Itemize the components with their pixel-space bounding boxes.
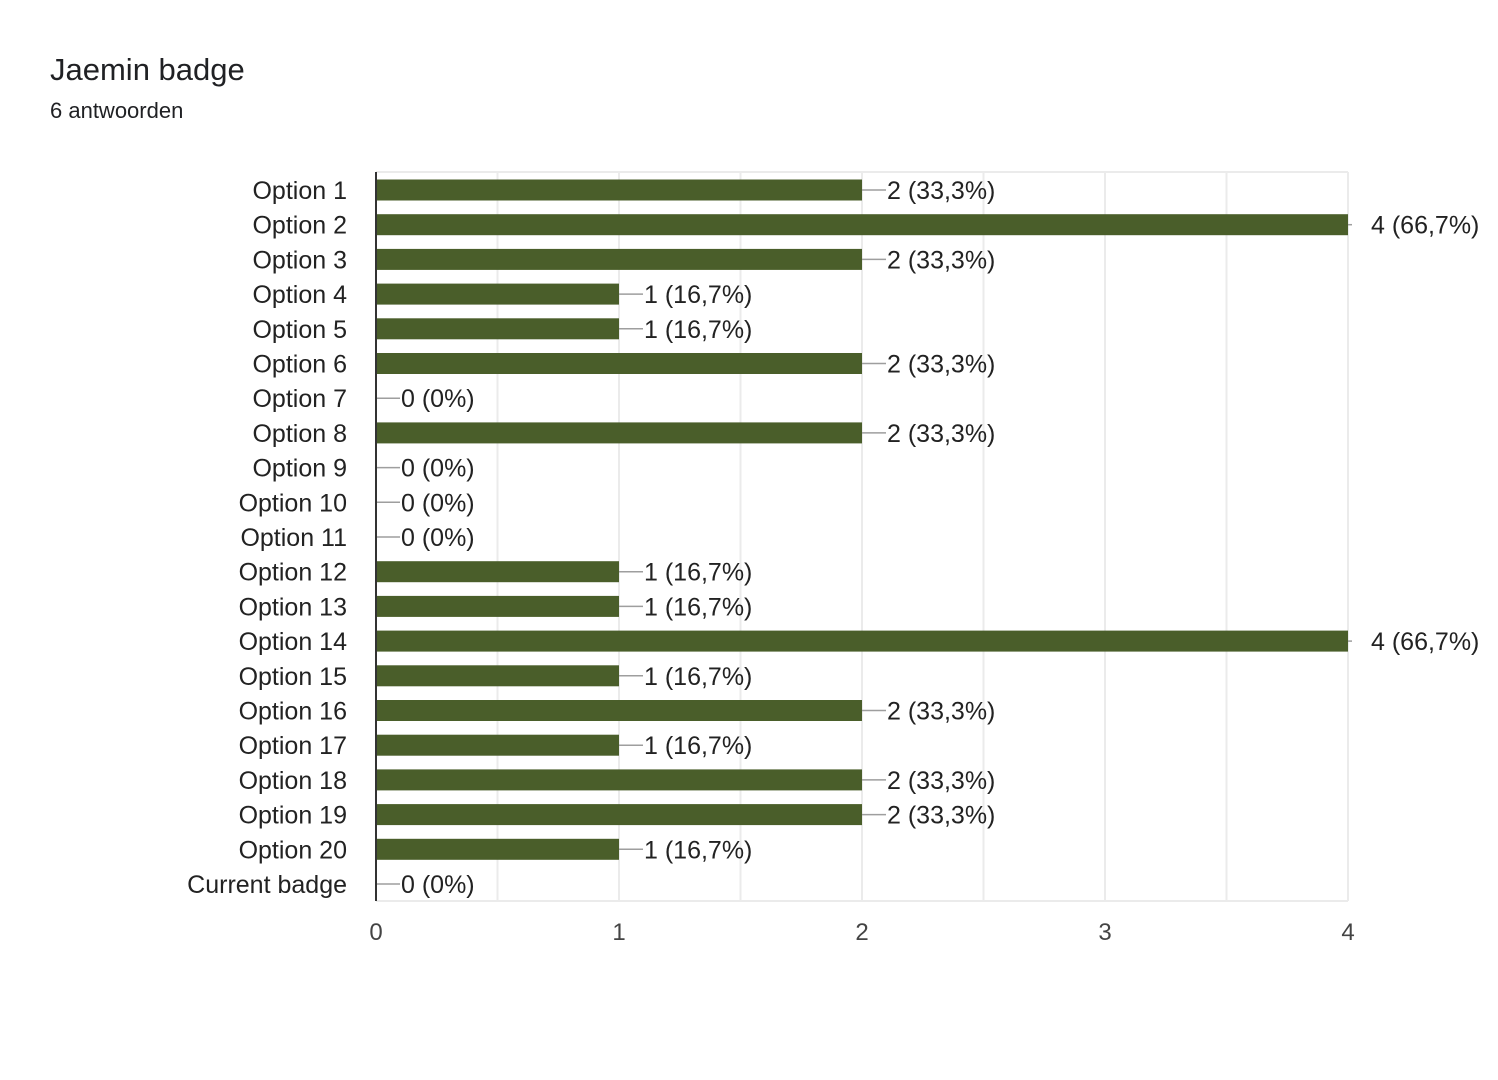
data-label: 0 (0%) (401, 385, 475, 413)
data-label: 1 (16,7%) (644, 316, 752, 344)
data-label: 1 (16,7%) (644, 836, 752, 864)
category-label: Option 9 (252, 455, 347, 483)
data-label: 2 (33,3%) (887, 246, 995, 274)
bar (376, 353, 862, 374)
data-label: 0 (0%) (401, 489, 475, 517)
data-label: 0 (0%) (401, 524, 475, 552)
category-label: Option 19 (239, 802, 347, 830)
data-label: 1 (16,7%) (644, 663, 752, 691)
gridlines (376, 171, 1349, 902)
category-label: Option 13 (239, 593, 347, 621)
x-axis-ticks: 0 1 2 3 4 (369, 919, 1354, 946)
bar (376, 838, 619, 860)
data-label: 1 (16,7%) (644, 559, 752, 587)
x-tick-label: 3 (1098, 919, 1111, 946)
category-label: Option 1 (252, 177, 347, 205)
data-label: 0 (0%) (401, 455, 475, 483)
category-label: Option 10 (239, 489, 347, 517)
category-label: Option 11 (240, 524, 347, 552)
category-label: Current badge (187, 871, 347, 899)
bar (376, 283, 619, 305)
category-label: Option 3 (252, 246, 347, 274)
x-tick-label: 4 (1341, 919, 1354, 946)
bar (376, 214, 1348, 236)
category-label: Option 16 (239, 698, 347, 726)
bar (376, 561, 619, 583)
data-label: 1 (16,7%) (644, 732, 752, 760)
data-label: 4 (66,7%) (1371, 212, 1479, 240)
data-label: 0 (0%) (401, 871, 475, 899)
data-label: 2 (33,3%) (887, 420, 995, 448)
category-label: Option 12 (239, 559, 347, 587)
data-label: 2 (33,3%) (887, 177, 995, 205)
category-label: Option 20 (239, 836, 347, 864)
category-label: Option 8 (252, 420, 347, 448)
response-count: 6 antwoorden (50, 98, 184, 123)
category-label: Option 7 (252, 385, 347, 413)
bar (376, 422, 862, 444)
category-label: Option 2 (252, 212, 347, 240)
bar (376, 248, 862, 270)
bar (376, 318, 619, 340)
data-label: 1 (16,7%) (644, 593, 752, 621)
x-tick-label: 0 (369, 919, 382, 946)
data-label: 2 (33,3%) (887, 802, 995, 830)
bar (376, 769, 862, 791)
bars: Option 1 2 (33,3%) Option 2 4 (66,7%) Option… (187, 177, 1479, 899)
category-label: Option 5 (252, 316, 347, 344)
bar (376, 700, 862, 721)
bar (376, 630, 1348, 652)
x-tick-label: 2 (855, 919, 868, 946)
x-tick-label: 1 (612, 919, 625, 946)
category-label: Option 15 (239, 663, 347, 691)
category-label: Option 18 (239, 767, 347, 795)
bar (376, 179, 862, 201)
data-label: 2 (33,3%) (887, 767, 995, 795)
data-label: 1 (16,7%) (644, 281, 752, 309)
question-title: Jaemin badge (50, 52, 245, 87)
category-label: Option 14 (239, 628, 348, 656)
question-header: Jaemin badge 6 antwoorden (50, 48, 245, 125)
bar (376, 804, 862, 826)
bar (376, 595, 619, 617)
data-label: 2 (33,3%) (887, 351, 995, 379)
category-label: Option 17 (239, 732, 347, 760)
category-label: Option 6 (252, 351, 347, 379)
bar (376, 665, 619, 687)
data-label: 4 (66,7%) (1371, 628, 1479, 656)
bar (376, 734, 619, 756)
category-label: Option 4 (252, 281, 347, 309)
data-label: 2 (33,3%) (887, 698, 995, 726)
